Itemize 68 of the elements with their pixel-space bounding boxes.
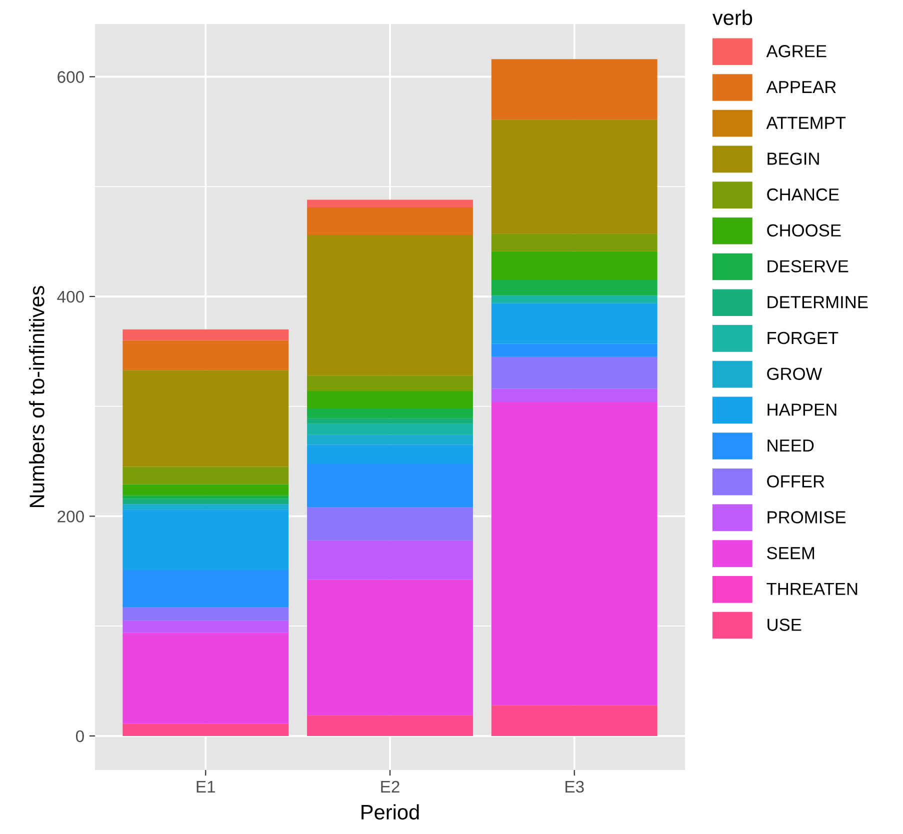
bar [122,329,289,340]
bar [122,484,289,496]
bar [122,607,289,621]
bar [307,715,473,736]
bar [307,408,473,418]
y-tick-label: 400 [57,290,84,303]
legend-label: CHOOSE [767,224,841,237]
bar [307,507,473,540]
legend-label: SEEM [767,546,814,560]
bar [491,388,658,402]
x-tick-label: E1 [196,781,216,792]
bar [307,234,473,376]
bar [307,580,473,716]
bar [491,705,658,736]
legend-title: verb [712,10,752,26]
bar [491,356,658,389]
bar [307,434,473,445]
legend-label: APPEAR [766,81,836,94]
bar [307,463,473,508]
legend-label: GROW [767,368,822,380]
bar [307,540,473,580]
legend-label: CHANCE [767,188,839,201]
bar [491,344,658,357]
bar [307,444,473,464]
legend-label: HAPPEN [768,404,836,416]
bar [122,504,289,510]
legend-label: DETERMINE [768,296,868,308]
bar [491,280,658,296]
bar [122,370,289,467]
legend-label: OFFER [767,475,824,488]
y-tick-label: 200 [58,510,84,522]
bar [491,234,658,252]
bar [122,724,289,736]
legend-label: NEED [768,440,814,452]
x-tick-label: E2 [381,780,400,792]
bar [122,495,289,499]
legend-label: PROMISE [768,511,846,524]
bar [491,120,658,234]
y-axis-title: Numbers of to-infinitives [29,286,44,508]
bar [307,390,473,409]
y-tick-label: 0 [76,730,84,742]
bar [307,200,473,208]
bar [122,510,289,570]
legend-label: USE [768,618,802,631]
bar [122,632,289,724]
bar [307,418,473,424]
legend-label: ATTEMPT [766,116,846,129]
bar [491,402,658,706]
legend-label: AGREE [766,45,826,58]
bar [491,303,658,344]
bar [307,376,473,391]
bar [491,59,658,120]
bar [307,424,473,435]
legend-label: BEGIN [768,152,819,165]
bar [307,207,473,235]
bar [122,570,289,608]
legend-label: FORGET [768,332,838,344]
bar [491,251,658,280]
legend-label: THREATEN [766,582,858,595]
x-axis-title: Period [362,804,419,820]
bar [122,340,289,370]
bar [491,295,658,304]
bar [122,466,289,484]
legend-label: DESERVE [768,260,848,272]
y-tick-label: 600 [58,71,84,83]
x-tick-label: E3 [566,780,584,793]
bar [122,620,289,633]
bar [122,498,289,504]
